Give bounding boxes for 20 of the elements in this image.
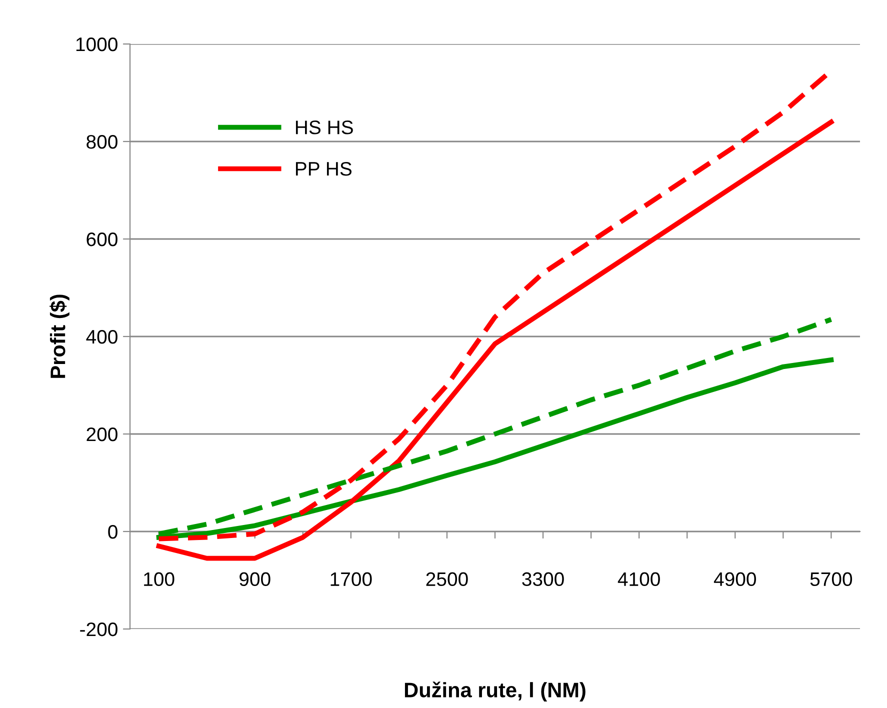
x-tick-label: 900 [240, 572, 270, 586]
x-tick-label: 3300 [522, 572, 564, 586]
y-tick-label: 400 [86, 330, 118, 344]
x-tick-label: 100 [144, 572, 174, 586]
line-series [156, 317, 834, 536]
x-tick-label: 4900 [714, 572, 756, 586]
x-tick-label: 1700 [330, 572, 372, 586]
y-axis-title: Profit ($) [50, 294, 70, 378]
y-tick-label: 200 [86, 427, 118, 442]
y-tick-label: -200 [80, 622, 118, 636]
x-tick-label: 2500 [426, 572, 468, 586]
y-tick-label: 800 [86, 134, 118, 149]
x-tick-label: 4100 [618, 572, 660, 586]
x-axis-title: Dužina rute, l (NM) [404, 682, 586, 702]
y-tick-label: 0 [108, 524, 118, 539]
y-tick-label: 1000 [76, 37, 118, 52]
y-tick-label: 600 [86, 232, 118, 246]
x-tick-label: 5700 [810, 572, 852, 586]
legend-label: HS HS [296, 120, 353, 134]
legend-label: PP HS [296, 162, 352, 176]
